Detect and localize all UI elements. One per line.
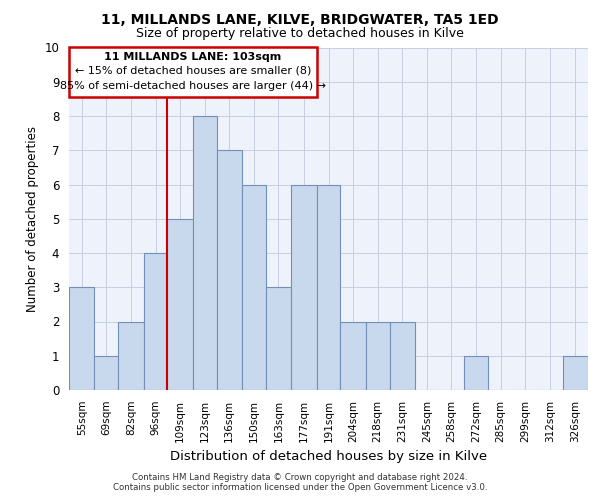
Bar [118,322,143,390]
Bar [69,287,94,390]
Bar [143,253,167,390]
Bar [366,322,389,390]
Bar [464,356,488,390]
Bar [266,287,291,390]
Bar [340,322,366,390]
Bar [291,184,317,390]
Text: ← 15% of detached houses are smaller (8): ← 15% of detached houses are smaller (8) [74,66,311,76]
Bar [317,184,340,390]
Bar [563,356,588,390]
X-axis label: Distribution of detached houses by size in Kilve: Distribution of detached houses by size … [170,450,487,463]
Bar [242,184,266,390]
Text: Contains HM Land Registry data © Crown copyright and database right 2024.
Contai: Contains HM Land Registry data © Crown c… [113,473,487,492]
Bar [69,48,317,97]
Text: 11 MILLANDS LANE: 103sqm: 11 MILLANDS LANE: 103sqm [104,52,281,62]
Bar [193,116,217,390]
Text: Size of property relative to detached houses in Kilve: Size of property relative to detached ho… [136,28,464,40]
Bar [217,150,242,390]
Text: 11, MILLANDS LANE, KILVE, BRIDGWATER, TA5 1ED: 11, MILLANDS LANE, KILVE, BRIDGWATER, TA… [101,12,499,26]
Bar [389,322,415,390]
Bar [167,219,193,390]
Text: 85% of semi-detached houses are larger (44) →: 85% of semi-detached houses are larger (… [60,80,326,90]
Bar [94,356,118,390]
Y-axis label: Number of detached properties: Number of detached properties [26,126,39,312]
